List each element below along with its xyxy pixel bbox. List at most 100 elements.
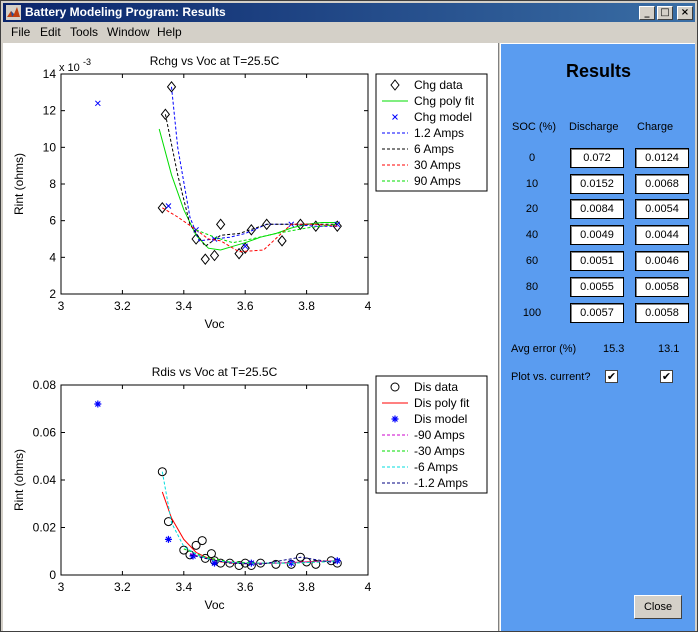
window-title: Battery Modeling Program: Results (25, 5, 226, 19)
menu-help[interactable]: Help (157, 25, 182, 39)
x-axis-label: Voc (204, 317, 224, 331)
data-point (197, 536, 207, 546)
menu-edit[interactable]: Edit (40, 25, 61, 39)
data-point (191, 540, 201, 550)
data-point (94, 400, 102, 408)
charge-value-field[interactable]: 0.0058 (635, 303, 689, 323)
title-bar[interactable]: Battery Modeling Program: Results _ □ × (3, 3, 695, 22)
data-point (157, 467, 167, 477)
discharge-value-field[interactable]: 0.0049 (570, 225, 624, 245)
y-tick-label: 0.02 (33, 521, 57, 535)
soc-value: 60 (525, 255, 539, 267)
data-point (311, 559, 321, 569)
legend-entry: 90 Amps (414, 174, 461, 188)
results-title: Results (565, 61, 632, 81)
plot-axes-box (60, 73, 369, 295)
x-tick-label: 3.6 (237, 299, 254, 313)
y-tick-label: 0 (49, 568, 56, 582)
results-panel: Results SOC (%) Discharge Charge 0 0.072 0… (500, 43, 695, 631)
avg-error-charge: 13.1 (658, 343, 680, 355)
legend-entry: Chg data (414, 78, 463, 92)
data-point (240, 242, 250, 254)
charge-value-field[interactable]: 0.0044 (635, 225, 689, 245)
y-tick-label: 0.08 (33, 378, 57, 392)
series-line (161, 471, 338, 564)
data-point (262, 218, 272, 231)
y-tick-label: 8 (49, 177, 56, 191)
y-axis-label: Rint (ohms) (12, 153, 26, 215)
avg-error-label: Avg error (%) (511, 343, 577, 355)
plot-vs-current-charge-checkbox[interactable]: ✔ (660, 370, 673, 383)
legend-entry: 6 Amps (414, 142, 454, 156)
data-point (157, 202, 167, 214)
charge-value-field[interactable]: 0.0046 (635, 251, 689, 271)
legend-swatch (390, 79, 400, 91)
data-point (189, 552, 197, 560)
data-point (295, 552, 305, 562)
menu-window[interactable]: Window (107, 25, 150, 39)
data-point (191, 233, 201, 245)
y-tick-label: 0.04 (33, 473, 57, 487)
charge-value-field[interactable]: 0.0054 (635, 199, 689, 219)
legend-entry: 30 Amps (414, 158, 461, 172)
y-axis-label: Rint (ohms) (12, 449, 26, 511)
discharge-value-field[interactable]: 0.0057 (570, 303, 624, 323)
data-point (333, 557, 341, 565)
charge-value-field[interactable]: 0.0058 (635, 277, 689, 297)
data-point (163, 517, 173, 527)
y-tick-label: 12 (43, 104, 57, 118)
charge-value-field[interactable]: 0.0068 (635, 174, 689, 194)
legend-entry: 1.2 Amps (414, 126, 464, 140)
legend-swatch (392, 114, 398, 120)
y-multiplier-exponent: -3 (83, 57, 91, 67)
data-point (165, 203, 172, 209)
legend-swatch (391, 415, 399, 423)
y-tick-label: 0.06 (33, 426, 57, 440)
plot-vs-current-discharge-checkbox[interactable]: ✔ (605, 370, 618, 383)
matlab-icon (6, 5, 21, 20)
data-point (94, 100, 101, 107)
close-button[interactable]: Close (634, 595, 682, 619)
menu-tools[interactable]: Tools (70, 25, 99, 39)
discharge-value-field[interactable]: 0.0051 (570, 251, 624, 271)
data-point (277, 235, 287, 247)
data-point (164, 535, 172, 543)
discharge-value-field[interactable]: 0.0152 (570, 174, 624, 194)
series-line (164, 114, 338, 248)
minimize-button[interactable]: _ (639, 6, 655, 20)
figure-area: Rchg vs Voc at T=25.5C 3 3.2 3.4 3.6 3.8 4 2 4 6 8… (3, 43, 499, 631)
data-point (215, 218, 226, 231)
data-point (160, 108, 171, 121)
charge-value-field[interactable]: 0.0124 (635, 148, 689, 168)
legend-entry: -90 Amps (414, 428, 465, 442)
data-point (179, 545, 189, 555)
maximize-button[interactable]: □ (657, 6, 673, 20)
charge-header: Charge (637, 121, 674, 133)
menu-file[interactable]: File (11, 25, 31, 39)
data-point (271, 559, 281, 569)
x-tick-label: 4 (365, 299, 372, 313)
discharge-value-field[interactable]: 0.0084 (570, 199, 624, 219)
x-tick-label: 3 (58, 580, 65, 594)
legend-entry: Dis data (414, 380, 458, 394)
discharge-value-field[interactable]: 0.0055 (570, 277, 624, 297)
close-window-button[interactable]: × (677, 6, 693, 20)
data-point (287, 559, 295, 567)
x-tick-label: 3.6 (237, 580, 254, 594)
data-point (200, 253, 210, 265)
avg-error-discharge: 15.3 (603, 343, 625, 355)
y-tick-label: 2 (49, 287, 56, 301)
series-line (171, 86, 338, 242)
legend-entry: Dis model (414, 412, 467, 426)
x-tick-label: 3.2 (114, 580, 131, 594)
soc-value: 100 (522, 307, 542, 319)
y-tick-label: 4 (49, 250, 56, 264)
soc-value: 40 (525, 229, 539, 241)
x-tick-label: 3.8 (298, 299, 315, 313)
plot-axes-box (60, 384, 369, 576)
discharge-value-field[interactable]: 0.072 (570, 148, 624, 168)
x-tick-label: 3 (58, 299, 65, 313)
charts-canvas: Rchg vs Voc at T=25.5C 3 3.2 3.4 3.6 3.8 4 2 4 6 8… (12, 54, 488, 612)
soc-value: 0 (528, 152, 536, 164)
